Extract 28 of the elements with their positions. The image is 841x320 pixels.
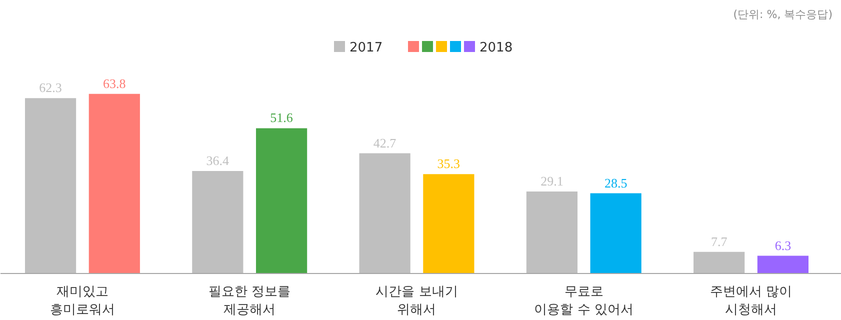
data-label: 51.6 bbox=[270, 110, 294, 126]
bar bbox=[590, 193, 642, 274]
x-tick-label: 재미있고 흥미로워서 bbox=[50, 284, 115, 318]
x-tick-label: 시간을 보내기 위해서 bbox=[376, 284, 458, 318]
bar bbox=[24, 98, 76, 274]
text: (단위: %, 복수응답) bbox=[733, 8, 833, 21]
bar bbox=[256, 128, 308, 274]
bar bbox=[88, 94, 140, 274]
x-tick-label: 주변에서 많이 시청해서 bbox=[710, 284, 792, 318]
bar bbox=[359, 153, 410, 274]
bar bbox=[694, 252, 745, 274]
data-label: 7.7 bbox=[710, 234, 728, 249]
bar bbox=[192, 171, 244, 274]
legend-label: 2018 bbox=[480, 40, 513, 56]
data-label: 36.4 bbox=[206, 153, 230, 168]
data-label: 29.1 bbox=[540, 174, 564, 189]
bar bbox=[757, 256, 808, 274]
legend-label: 2017 bbox=[350, 40, 383, 56]
data-label: 6.3 bbox=[774, 238, 792, 253]
bar bbox=[526, 192, 578, 274]
data-label: 63.8 bbox=[103, 76, 126, 91]
bar bbox=[423, 174, 474, 274]
data-label: 42.7 bbox=[373, 135, 397, 150]
x-tick-label: 필요한 정보를 제공해서 bbox=[208, 284, 291, 318]
data-label: 35.3 bbox=[437, 156, 460, 172]
data-label: 62.3 bbox=[39, 80, 62, 96]
x-tick-label: 무료로 이용할 수 있어서 bbox=[534, 284, 634, 318]
data-label: 28.5 bbox=[604, 175, 628, 190]
